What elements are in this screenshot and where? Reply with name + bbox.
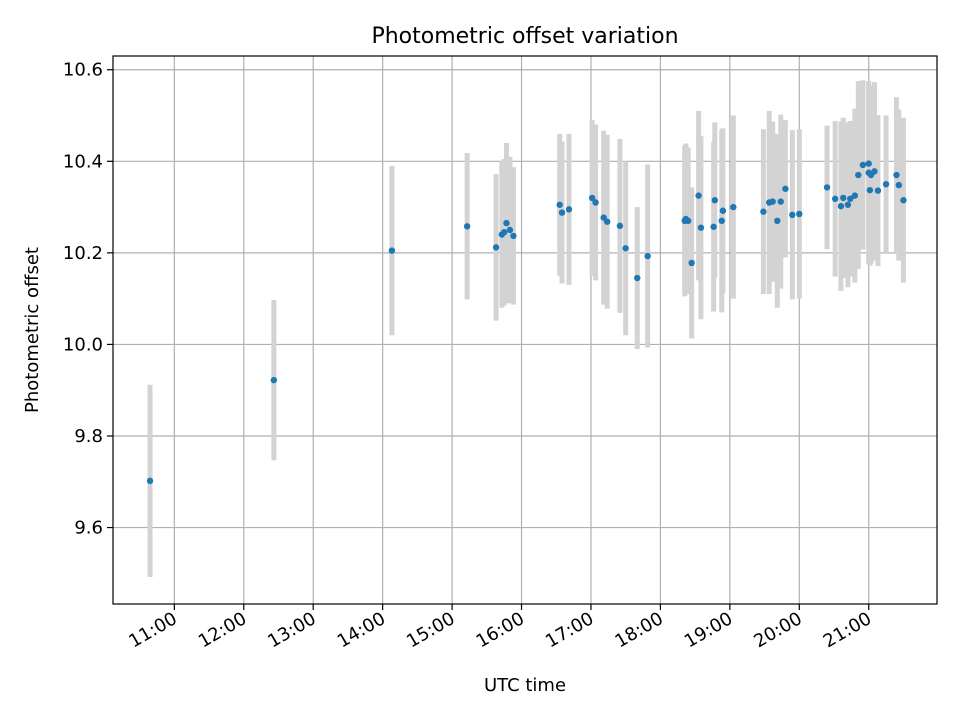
data-point [871,168,878,175]
data-point [796,210,803,218]
data-point [503,219,510,227]
data-point [893,171,900,179]
data-point [556,201,563,208]
chart-title: Photometric offset variation [371,24,678,49]
y-tick-label: 10.2 [63,243,103,264]
data-point [847,195,854,203]
data-point [719,207,727,214]
data-point [695,192,702,199]
data-point [874,187,882,194]
data-point [388,247,396,254]
data-point [506,226,514,234]
data-point [697,224,705,231]
data-point [710,223,717,230]
data-point [146,477,154,485]
data-point [865,160,872,167]
data-points [146,160,907,485]
data-point [492,244,500,251]
data-point [603,218,611,225]
data-point [463,223,471,230]
data-point [718,217,725,225]
data-point [634,274,641,282]
y-tick-label: 9.8 [74,426,103,447]
y-tick-label: 10.6 [63,60,103,81]
data-point [882,180,890,188]
data-point [782,185,789,192]
data-point [900,197,907,204]
data-point [616,222,624,230]
data-point [895,181,903,189]
data-point [823,184,831,191]
data-point [688,259,695,267]
data-point [558,209,566,216]
data-point [565,206,573,213]
data-point [831,195,839,203]
data-point [730,203,737,211]
y-tick-label: 9.6 [74,518,103,539]
data-point [588,194,596,202]
data-point [769,198,776,205]
y-tick-label: 10.0 [63,334,103,355]
data-point [866,186,874,194]
plot-frame [112,55,938,605]
data-point [774,217,781,225]
data-point [622,245,629,252]
data-point [851,192,859,199]
data-point [844,201,852,208]
x-axis-label: UTC time [484,675,566,696]
data-point [500,229,508,236]
data-point [644,252,651,260]
data-point [684,217,692,225]
data-point [855,171,862,179]
data-point [777,198,784,205]
y-axis-label: Photometric offset [22,247,43,413]
data-point [592,199,599,206]
data-point [760,208,767,215]
data-point [789,211,796,219]
data-point [711,197,718,204]
y-tick-label: 10.4 [63,151,103,172]
data-point [837,202,845,210]
data-point [840,194,847,202]
data-point [510,232,517,240]
data-point [859,161,867,169]
data-point [270,376,278,384]
